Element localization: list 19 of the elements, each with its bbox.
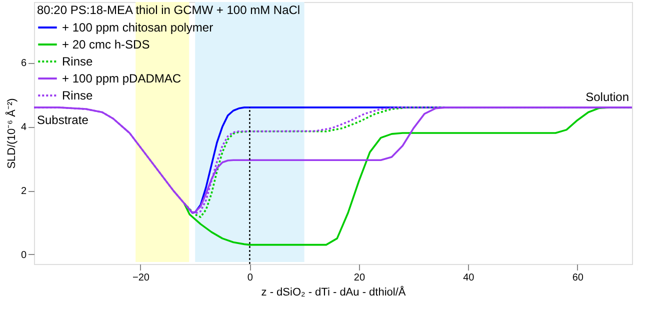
x-tick-label: 0 bbox=[247, 272, 254, 284]
x-tick-label: −20 bbox=[132, 272, 150, 284]
annotation: Solution bbox=[586, 90, 629, 104]
legend-label: Rinse bbox=[62, 54, 94, 68]
legend-label: Rinse bbox=[62, 88, 94, 102]
y-tick-label: 6 bbox=[20, 58, 27, 70]
legend-label: + 20 cmc h-SDS bbox=[62, 38, 150, 52]
x-tick-label: 20 bbox=[354, 272, 366, 284]
x-tick-label: 60 bbox=[572, 272, 584, 284]
annotation: Substrate bbox=[37, 113, 89, 127]
x-axis-title: z - dSiO₂ - dTi - dAu - dthiol/Å bbox=[261, 286, 406, 298]
y-tick-label: 4 bbox=[20, 122, 27, 134]
y-tick-label: 2 bbox=[20, 186, 27, 198]
legend-title: 80:20 PS:18-MEA thiol in GCMW + 100 mM NaCl bbox=[37, 3, 300, 17]
y-tick-label: 0 bbox=[20, 250, 27, 261]
legend-label: + 100 ppm pDADMAC bbox=[62, 72, 182, 86]
x-tick-label: 40 bbox=[463, 272, 475, 284]
y-axis-title: SLD/(10⁻⁶ Å⁻²) bbox=[4, 98, 18, 169]
legend-label: + 100 ppm chitosan polymer bbox=[62, 20, 214, 34]
